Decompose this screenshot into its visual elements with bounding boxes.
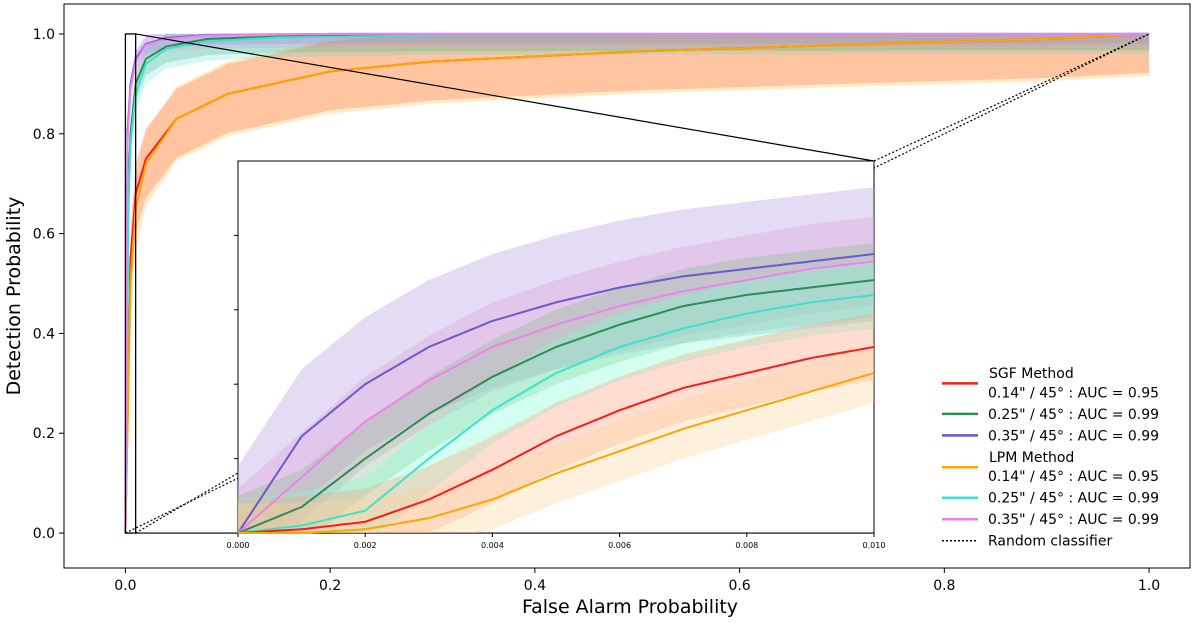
y-tick-label: 1.0 [33, 27, 55, 43]
zoom-region-box [124, 33, 137, 534]
inset-x-tick-label: 0.008 [735, 541, 758, 550]
inset-series-band [238, 261, 874, 533]
legend-label: 0.25" / 45° : AUC = 0.99 [988, 407, 1159, 423]
series-line [124, 32, 1150, 534]
inset-x-tick-label: 0.004 [481, 541, 504, 550]
inset-series-band [238, 313, 874, 533]
inset-series-line [237, 260, 875, 534]
x-tick-label: 0.8 [933, 578, 955, 594]
series-band [125, 33, 1150, 534]
series-band [125, 33, 1150, 534]
legend-label: 0.25" / 45° : AUC = 0.99 [988, 491, 1159, 507]
x-tick-label: 0.0 [114, 578, 136, 594]
inset-series-line [237, 253, 875, 534]
inset-series-line [238, 372, 875, 534]
series-line [124, 32, 1150, 534]
legend-group-header: LPM Method [989, 450, 1074, 466]
y-tick-label: 0.2 [33, 426, 55, 442]
legend: SGF Method 0.14" / 45° : AUC = 0.95 0.25" … [942, 366, 1159, 550]
y-axis-label: Detection Probability [3, 197, 25, 396]
inset-series-line [237, 293, 875, 534]
inset-x-tick-label: 0.000 [227, 541, 250, 550]
x-tick-label: 0.2 [319, 578, 341, 594]
x-tick-label: 0.4 [524, 578, 546, 594]
y-tick-label: 0.4 [33, 326, 55, 342]
legend-label: 0.35" / 45° : AUC = 0.99 [988, 512, 1159, 528]
x-tick-label: 0.6 [728, 578, 750, 594]
legend-label: 0.14" / 45° : AUC = 0.95 [988, 469, 1159, 485]
inset-series-band [238, 242, 874, 534]
legend-group-header: SGF Method [989, 366, 1074, 382]
inset-x-tick-label: 0.010 [863, 541, 886, 550]
series-line [124, 32, 1150, 534]
y-tick-label: 0.0 [33, 526, 55, 542]
legend-label: 0.35" / 45° : AUC = 0.99 [988, 428, 1159, 444]
x-axis-label: False Alarm Probability [522, 596, 738, 618]
main-plot-frame [63, 3, 1191, 569]
inset-zoom-plot: 0.000 0.002 0.004 0.006 0.008 0.010 [227, 160, 886, 550]
zoom-connector [135, 33, 875, 162]
y-tick-label: 0.8 [33, 127, 55, 143]
y-tick-label: 0.6 [33, 227, 55, 243]
main-plot-area: 0.0 0.2 0.4 0.6 0.8 1.0 0.0 0.2 0.4 0.6 0.8 1.0 [33, 3, 1191, 594]
x-tick-label: 1.0 [1138, 578, 1160, 594]
inset-x-tick-label: 0.006 [608, 541, 631, 550]
zoom-connector-dotted [873, 33, 1150, 162]
inset-x-tick-label: 0.002 [354, 541, 377, 550]
inset-series-line [237, 279, 875, 534]
inset-series-line [237, 346, 875, 534]
legend-label: 0.14" / 45° : AUC = 0.95 [988, 385, 1159, 401]
inset-series-band [238, 216, 874, 534]
inset-series-band [238, 343, 874, 533]
legend-label-random: Random classifier [988, 534, 1112, 550]
